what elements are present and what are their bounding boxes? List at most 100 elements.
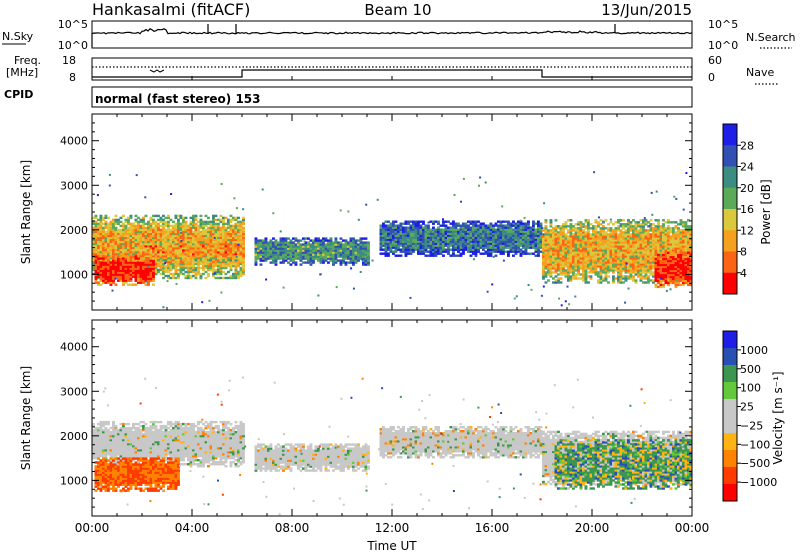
heatmap-cell <box>589 243 593 246</box>
heatmap-cell <box>114 244 118 248</box>
heatmap-cell <box>547 251 550 254</box>
heatmap-cell <box>204 230 208 234</box>
heatmap-cell <box>104 277 108 280</box>
heatmap-cell <box>382 228 385 231</box>
heatmap-cell <box>402 242 405 245</box>
heatmap-cell <box>227 218 230 222</box>
heatmap-cell <box>174 266 178 270</box>
heatmap-cell <box>484 232 488 235</box>
heatmap-cell <box>217 258 220 262</box>
heatmap-cell <box>402 232 405 235</box>
heatmap-cell <box>392 240 395 243</box>
heatmap-cell <box>144 267 148 270</box>
heatmap-cell <box>394 246 398 249</box>
heatmap-cell <box>142 281 145 284</box>
station-title: Hankasalmi (fitACF) <box>92 0 250 19</box>
heatmap-cell <box>607 223 610 226</box>
heatmap-cell <box>157 268 160 272</box>
heatmap-cell <box>139 234 143 238</box>
heatmap-cell <box>582 267 585 270</box>
heatmap-cell <box>194 236 198 240</box>
heatmap-cell <box>352 245 355 248</box>
heatmap-cell <box>362 261 365 264</box>
heatmap-cell <box>94 230 98 234</box>
heatmap-cell <box>322 257 325 260</box>
heatmap-cell <box>439 238 443 241</box>
heatmap-cell <box>227 241 230 244</box>
heatmap-cell <box>204 270 208 274</box>
heatmap-cell <box>292 261 295 264</box>
heatmap-cell <box>259 245 263 248</box>
heatmap-cell <box>134 261 138 264</box>
heatmap-cell <box>602 227 605 230</box>
heatmap-cell <box>409 220 413 223</box>
heatmap-cell <box>499 234 503 237</box>
heatmap-cell <box>117 252 120 256</box>
heatmap-cell <box>614 259 618 262</box>
heatmap-cell <box>454 238 458 241</box>
heatmap-cell <box>232 216 235 220</box>
heatmap-cell <box>554 247 558 250</box>
heatmap-cell <box>634 247 638 250</box>
heatmap-cell <box>517 230 520 233</box>
heatmap-cell <box>632 261 635 264</box>
heatmap-cell <box>147 271 150 274</box>
heatmap-cell <box>559 281 563 284</box>
heatmap-cell <box>527 240 530 243</box>
heatmap-cell <box>542 275 545 278</box>
heatmap-cell <box>564 233 568 236</box>
heatmap-cell <box>107 244 110 248</box>
heatmap-cell <box>149 234 153 238</box>
heatmap-cell <box>114 269 118 272</box>
heatmap-cell <box>172 249 175 252</box>
heatmap-cell <box>619 229 623 232</box>
heatmap-cell <box>399 240 403 243</box>
heatmap-cell <box>254 249 258 252</box>
heatmap-cell <box>537 250 540 253</box>
heatmap-cell <box>619 243 623 246</box>
heatmap-cell <box>549 249 553 252</box>
heatmap-cell <box>594 273 598 276</box>
heatmap-cell <box>324 259 328 262</box>
heatmap-cell <box>202 230 205 234</box>
heatmap-cell <box>237 230 240 234</box>
heatmap-cell <box>94 226 98 230</box>
heatmap-cell <box>254 257 258 260</box>
heatmap-cell <box>502 230 505 233</box>
heatmap-cell <box>567 257 570 260</box>
heatmap-cell <box>134 246 138 250</box>
heatmap-cell <box>494 240 498 243</box>
heatmap-cell <box>547 265 550 268</box>
heatmap-cell <box>599 231 603 234</box>
heatmap-cell <box>574 239 578 242</box>
heatmap-cell <box>314 249 318 252</box>
heatmap-cell <box>222 259 225 262</box>
heatmap-cell <box>617 227 620 230</box>
heatmap-cell <box>339 245 343 248</box>
heatmap-cell <box>149 275 153 278</box>
heatmap-cell <box>122 273 125 276</box>
heatmap-cell <box>152 283 155 286</box>
heatmap-cell <box>464 224 468 227</box>
heatmap-cell <box>529 230 533 233</box>
heatmap-cell <box>584 233 588 236</box>
heatmap-cell <box>487 224 490 227</box>
heatmap-cell <box>97 267 100 270</box>
heatmap-cell <box>464 238 468 241</box>
heatmap-cell <box>212 245 215 248</box>
heatmap-cell <box>112 224 115 228</box>
heatmap-cell <box>167 276 170 280</box>
heatmap-cell <box>567 261 570 264</box>
heatmap-cell <box>214 230 218 234</box>
heatmap-cell <box>139 226 143 230</box>
heatmap-cell <box>634 267 638 270</box>
heatmap-cell <box>397 232 400 235</box>
heatmap-cell <box>644 265 648 268</box>
heatmap-cell <box>542 267 545 270</box>
heatmap-cell <box>602 249 605 252</box>
heatmap-cell <box>112 248 115 252</box>
heatmap-cell <box>232 240 235 244</box>
heatmap-cell <box>102 240 105 244</box>
heatmap-cell <box>549 223 553 226</box>
heatmap-cell <box>572 257 575 260</box>
